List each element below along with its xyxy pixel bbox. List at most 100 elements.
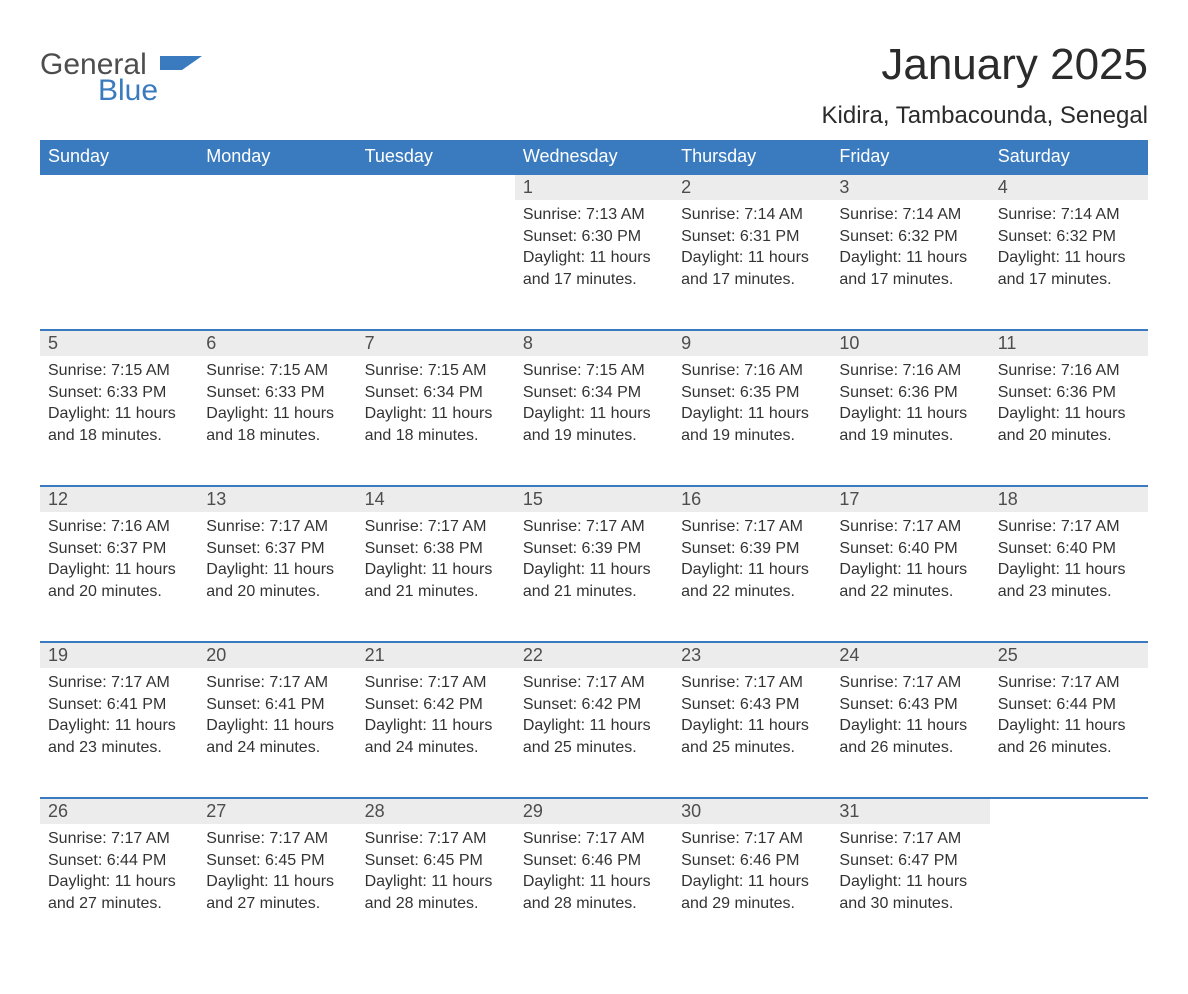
sunset-line: Sunset: 6:40 PM bbox=[998, 538, 1140, 560]
daylight-line: Daylight: 11 hours and 18 minutes. bbox=[48, 403, 190, 446]
sunset-line: Sunset: 6:33 PM bbox=[48, 382, 190, 404]
daylight-line: Daylight: 11 hours and 19 minutes. bbox=[523, 403, 665, 446]
day-number: 21 bbox=[357, 642, 515, 668]
day-number: 15 bbox=[515, 486, 673, 512]
day-number: 29 bbox=[515, 798, 673, 824]
empty-day-number bbox=[40, 174, 198, 200]
day-content: Sunrise: 7:17 AMSunset: 6:41 PMDaylight:… bbox=[40, 668, 198, 798]
sunrise-line: Sunrise: 7:17 AM bbox=[365, 672, 507, 694]
daylight-line: Daylight: 11 hours and 27 minutes. bbox=[48, 871, 190, 914]
daylight-line: Daylight: 11 hours and 23 minutes. bbox=[48, 715, 190, 758]
weekday-header: Thursday bbox=[673, 140, 831, 174]
day-number: 9 bbox=[673, 330, 831, 356]
day-number-row: 567891011 bbox=[40, 330, 1148, 356]
sunset-line: Sunset: 6:44 PM bbox=[998, 694, 1140, 716]
sunset-line: Sunset: 6:34 PM bbox=[523, 382, 665, 404]
sunset-line: Sunset: 6:30 PM bbox=[523, 226, 665, 248]
sunrise-line: Sunrise: 7:15 AM bbox=[206, 360, 348, 382]
day-content: Sunrise: 7:17 AMSunset: 6:47 PMDaylight:… bbox=[831, 824, 989, 954]
day-number: 23 bbox=[673, 642, 831, 668]
day-content: Sunrise: 7:17 AMSunset: 6:46 PMDaylight:… bbox=[673, 824, 831, 954]
sunrise-line: Sunrise: 7:14 AM bbox=[681, 204, 823, 226]
sunrise-line: Sunrise: 7:17 AM bbox=[365, 516, 507, 538]
day-content-row: Sunrise: 7:17 AMSunset: 6:44 PMDaylight:… bbox=[40, 824, 1148, 954]
sunset-line: Sunset: 6:31 PM bbox=[681, 226, 823, 248]
calendar-body: 1234Sunrise: 7:13 AMSunset: 6:30 PMDayli… bbox=[40, 174, 1148, 954]
day-content: Sunrise: 7:17 AMSunset: 6:46 PMDaylight:… bbox=[515, 824, 673, 954]
sunset-line: Sunset: 6:43 PM bbox=[681, 694, 823, 716]
daylight-line: Daylight: 11 hours and 30 minutes. bbox=[839, 871, 981, 914]
header: General Blue January 2025 Kidira, Tambac… bbox=[40, 40, 1148, 130]
day-number-row: 262728293031 bbox=[40, 798, 1148, 824]
location: Kidira, Tambacounda, Senegal bbox=[822, 102, 1148, 130]
day-number: 14 bbox=[357, 486, 515, 512]
sunset-line: Sunset: 6:38 PM bbox=[365, 538, 507, 560]
empty-day-number bbox=[357, 174, 515, 200]
day-number: 18 bbox=[990, 486, 1148, 512]
day-content: Sunrise: 7:17 AMSunset: 6:39 PMDaylight:… bbox=[673, 512, 831, 642]
sunset-line: Sunset: 6:35 PM bbox=[681, 382, 823, 404]
day-number: 31 bbox=[831, 798, 989, 824]
day-number: 19 bbox=[40, 642, 198, 668]
daylight-line: Daylight: 11 hours and 29 minutes. bbox=[681, 871, 823, 914]
sunrise-line: Sunrise: 7:17 AM bbox=[206, 516, 348, 538]
daylight-line: Daylight: 11 hours and 17 minutes. bbox=[998, 247, 1140, 290]
sunset-line: Sunset: 6:39 PM bbox=[681, 538, 823, 560]
daylight-line: Daylight: 11 hours and 21 minutes. bbox=[523, 559, 665, 602]
month-title: January 2025 bbox=[822, 40, 1148, 90]
sunset-line: Sunset: 6:37 PM bbox=[48, 538, 190, 560]
sunset-line: Sunset: 6:44 PM bbox=[48, 850, 190, 872]
day-number: 4 bbox=[990, 174, 1148, 200]
day-content: Sunrise: 7:16 AMSunset: 6:36 PMDaylight:… bbox=[990, 356, 1148, 486]
day-number: 8 bbox=[515, 330, 673, 356]
day-content-row: Sunrise: 7:15 AMSunset: 6:33 PMDaylight:… bbox=[40, 356, 1148, 486]
sunset-line: Sunset: 6:41 PM bbox=[48, 694, 190, 716]
day-content: Sunrise: 7:17 AMSunset: 6:45 PMDaylight:… bbox=[357, 824, 515, 954]
sunset-line: Sunset: 6:42 PM bbox=[523, 694, 665, 716]
weekday-header: Tuesday bbox=[357, 140, 515, 174]
day-number-row: 1234 bbox=[40, 174, 1148, 200]
day-number: 28 bbox=[357, 798, 515, 824]
sunrise-line: Sunrise: 7:17 AM bbox=[365, 828, 507, 850]
day-content: Sunrise: 7:14 AMSunset: 6:32 PMDaylight:… bbox=[990, 200, 1148, 330]
sunset-line: Sunset: 6:40 PM bbox=[839, 538, 981, 560]
daylight-line: Daylight: 11 hours and 19 minutes. bbox=[839, 403, 981, 446]
daylight-line: Daylight: 11 hours and 27 minutes. bbox=[206, 871, 348, 914]
day-number: 3 bbox=[831, 174, 989, 200]
daylight-line: Daylight: 11 hours and 19 minutes. bbox=[681, 403, 823, 446]
day-content: Sunrise: 7:15 AMSunset: 6:33 PMDaylight:… bbox=[40, 356, 198, 486]
day-content: Sunrise: 7:17 AMSunset: 6:43 PMDaylight:… bbox=[673, 668, 831, 798]
sunset-line: Sunset: 6:42 PM bbox=[365, 694, 507, 716]
sunset-line: Sunset: 6:33 PM bbox=[206, 382, 348, 404]
sunset-line: Sunset: 6:46 PM bbox=[681, 850, 823, 872]
daylight-line: Daylight: 11 hours and 26 minutes. bbox=[839, 715, 981, 758]
daylight-line: Daylight: 11 hours and 25 minutes. bbox=[523, 715, 665, 758]
daylight-line: Daylight: 11 hours and 22 minutes. bbox=[681, 559, 823, 602]
weekday-header: Wednesday bbox=[515, 140, 673, 174]
sunrise-line: Sunrise: 7:16 AM bbox=[681, 360, 823, 382]
daylight-line: Daylight: 11 hours and 25 minutes. bbox=[681, 715, 823, 758]
logo: General Blue bbox=[40, 50, 202, 106]
sunrise-line: Sunrise: 7:14 AM bbox=[998, 204, 1140, 226]
daylight-line: Daylight: 11 hours and 18 minutes. bbox=[365, 403, 507, 446]
sunrise-line: Sunrise: 7:14 AM bbox=[839, 204, 981, 226]
daylight-line: Daylight: 11 hours and 18 minutes. bbox=[206, 403, 348, 446]
daylight-line: Daylight: 11 hours and 23 minutes. bbox=[998, 559, 1140, 602]
sunrise-line: Sunrise: 7:15 AM bbox=[365, 360, 507, 382]
calendar-head: SundayMondayTuesdayWednesdayThursdayFrid… bbox=[40, 140, 1148, 174]
day-content: Sunrise: 7:14 AMSunset: 6:31 PMDaylight:… bbox=[673, 200, 831, 330]
daylight-line: Daylight: 11 hours and 20 minutes. bbox=[206, 559, 348, 602]
day-content-row: Sunrise: 7:13 AMSunset: 6:30 PMDaylight:… bbox=[40, 200, 1148, 330]
day-number: 11 bbox=[990, 330, 1148, 356]
daylight-line: Daylight: 11 hours and 22 minutes. bbox=[839, 559, 981, 602]
daylight-line: Daylight: 11 hours and 17 minutes. bbox=[839, 247, 981, 290]
empty-day-content bbox=[198, 200, 356, 330]
logo-word-blue: Blue bbox=[98, 76, 158, 106]
weekday-row: SundayMondayTuesdayWednesdayThursdayFrid… bbox=[40, 140, 1148, 174]
sunset-line: Sunset: 6:32 PM bbox=[839, 226, 981, 248]
daylight-line: Daylight: 11 hours and 28 minutes. bbox=[365, 871, 507, 914]
day-content: Sunrise: 7:16 AMSunset: 6:36 PMDaylight:… bbox=[831, 356, 989, 486]
sunrise-line: Sunrise: 7:17 AM bbox=[523, 516, 665, 538]
sunrise-line: Sunrise: 7:15 AM bbox=[48, 360, 190, 382]
logo-text: General Blue bbox=[40, 50, 158, 106]
